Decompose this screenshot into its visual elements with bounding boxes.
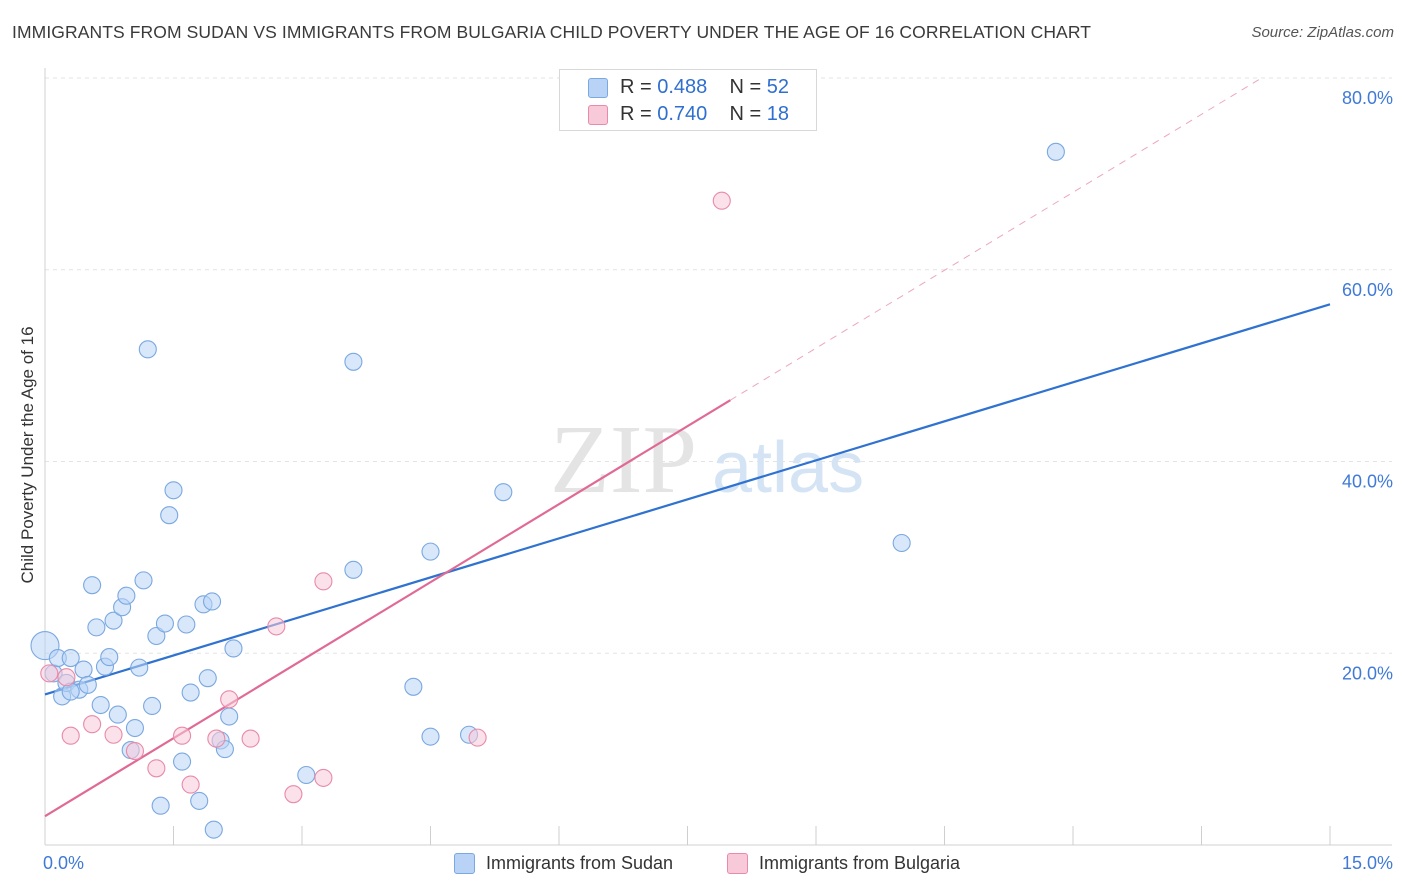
point-bulgaria-13 (284, 785, 303, 804)
point-bulgaria-9 (207, 729, 226, 748)
point-sudan-8 (78, 675, 97, 694)
y-tick-label-0: 20.0% (1342, 663, 1393, 683)
point-sudan-21 (134, 571, 153, 590)
bottom-legend-swatch-sudan (454, 853, 475, 874)
point-sudan-11 (91, 695, 110, 715)
legend-swatch-bulgaria (588, 105, 608, 125)
point-sudan-9 (83, 576, 102, 595)
point-sudan-17 (117, 586, 136, 605)
y-tick-label-3: 80.0% (1342, 88, 1393, 108)
point-bulgaria-14 (314, 572, 333, 591)
point-bulgaria-6 (147, 759, 166, 778)
watermark-zip: ZIP (550, 406, 697, 514)
point-sudan-40 (224, 639, 243, 658)
stats-legend: R = 0.488 N = 52 R = 0.740 N = 18 (559, 69, 817, 131)
legend-bulgaria-n-value: 18 (766, 103, 790, 125)
point-bulgaria-7 (173, 726, 192, 745)
point-sudan-42 (344, 560, 363, 579)
point-sudan-23 (143, 696, 162, 716)
point-bulgaria-17 (712, 191, 731, 210)
legend-sudan-r-label: R = (620, 76, 652, 98)
bottom-legend-swatch-bulgaria (727, 853, 748, 874)
point-bulgaria-4 (104, 725, 123, 744)
point-sudan-46 (421, 727, 440, 746)
point-sudan-19 (125, 718, 144, 738)
legend-sudan-n-value: 52 (766, 76, 790, 98)
point-sudan-13 (100, 648, 119, 667)
point-bulgaria-11 (241, 729, 260, 748)
trend-lines (44, 77, 1331, 818)
point-sudan-44 (404, 677, 423, 696)
point-sudan-36 (204, 820, 223, 839)
source-label: Source: ZipAtlas.com (1251, 24, 1394, 41)
point-bulgaria-16 (468, 728, 487, 747)
trend-line-0 (44, 303, 1331, 696)
point-bulgaria-8 (181, 775, 200, 794)
point-sudan-28 (164, 481, 183, 500)
legend-swatch-sudan (588, 78, 608, 98)
point-sudan-41 (297, 765, 316, 785)
point-bulgaria-10 (220, 690, 239, 709)
point-bulgaria-12 (267, 617, 286, 636)
point-sudan-30 (177, 615, 196, 634)
legend-sudan-n-label: N = (729, 76, 762, 98)
point-sudan-24 (147, 626, 166, 646)
point-sudan-26 (155, 614, 174, 633)
trend-line-1 (44, 399, 731, 818)
point-sudan-27 (160, 506, 179, 525)
axes (44, 68, 1392, 846)
bottom-legend-label-bulgaria: Immigrants from Bulgaria (759, 853, 961, 873)
point-sudan-48 (494, 483, 513, 502)
point-bulgaria-5 (125, 741, 144, 761)
legend-sudan-r-value: 0.488 (657, 76, 708, 98)
legend-bulgaria-n-label: N = (729, 103, 762, 125)
point-sudan-45 (421, 542, 440, 561)
point-bulgaria-15 (314, 768, 333, 787)
point-sudan-14 (104, 611, 123, 630)
point-bulgaria-1 (57, 668, 76, 687)
data-points (30, 142, 1065, 839)
point-sudan-34 (198, 669, 217, 688)
point-sudan-50 (1046, 142, 1065, 161)
point-bulgaria-3 (83, 715, 102, 734)
y-tick-label-2: 60.0% (1342, 280, 1393, 300)
point-sudan-29 (173, 752, 192, 771)
point-sudan-49 (892, 533, 911, 553)
x-tick-label-1: 15.0% (1342, 853, 1393, 873)
point-sudan-32 (190, 791, 209, 810)
point-sudan-10 (87, 618, 106, 637)
point-sudan-20 (130, 658, 149, 677)
x-tick-label-0: 0.0% (43, 853, 84, 873)
point-sudan-25 (151, 796, 170, 815)
grid-lines (45, 77, 1392, 654)
point-sudan-35 (203, 592, 222, 611)
point-bulgaria-2 (61, 726, 80, 745)
point-sudan-43 (344, 352, 363, 371)
point-bulgaria-0 (40, 664, 59, 683)
point-sudan-39 (220, 707, 239, 726)
legend-bulgaria-r-label: R = (620, 103, 652, 125)
tick-labels: 20.0% 40.0% 60.0% 80.0% 0.0% 15.0% (43, 88, 1393, 873)
y-tick-label-1: 40.0% (1342, 472, 1393, 492)
point-sudan-31 (181, 683, 200, 702)
chart-title: IMMIGRANTS FROM SUDAN VS IMMIGRANTS FROM… (12, 22, 1092, 42)
point-sudan-7 (74, 660, 93, 679)
point-sudan-22 (138, 340, 157, 359)
point-sudan-5 (61, 648, 80, 668)
point-sudan-15 (108, 705, 127, 724)
legend-bulgaria-r-value: 0.740 (657, 103, 708, 125)
bottom-legend-label-sudan: Immigrants from Sudan (486, 853, 674, 873)
